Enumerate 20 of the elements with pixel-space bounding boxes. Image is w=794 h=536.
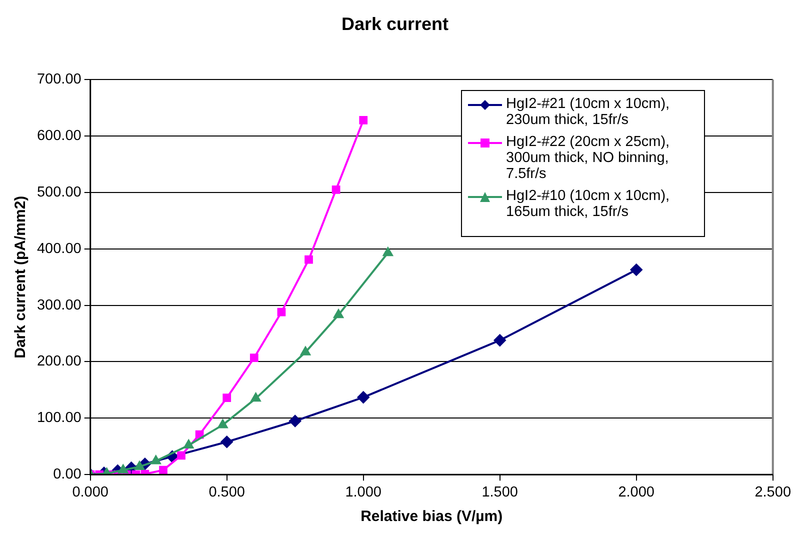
legend-label: HgI2-#21 (10cm x 10cm), 230um thick, 15fr/s	[506, 96, 671, 128]
chart-title: Dark current	[341, 14, 449, 34]
x-tick-label: 2.000	[618, 484, 655, 500]
x-tick-label: 1.500	[482, 484, 518, 500]
y-tick-label: 500.00	[36, 184, 82, 200]
x-tick-label: 0.500	[208, 484, 245, 500]
legend-label: HgI2-#10 (10cm x 10cm), 165um thick, 15fr/s	[506, 188, 671, 220]
x-tick-label: 1.000	[345, 484, 382, 500]
y-tick-label: 100.00	[36, 410, 82, 426]
y-axis-title: Dark current (pA/mm2)	[12, 196, 30, 358]
y-tick-label: 400.00	[36, 240, 82, 257]
y-tick-label: 700.00	[36, 72, 82, 88]
legend-label: HgI2-#22 (20cm x 25cm), 300um thick, NO binning, 7.5fr/s	[506, 134, 671, 182]
y-tick-label: 200.00	[36, 354, 82, 370]
y-tick-label: 600.00	[36, 128, 82, 144]
x-tick-label: 0.000	[72, 484, 108, 500]
x-tick-label: 2.500	[754, 484, 792, 500]
x-axis-title: Relative bias (V/µm)	[360, 508, 503, 526]
y-tick-label: 0.00	[53, 466, 82, 483]
y-tick-label: 300.00	[36, 297, 82, 314]
